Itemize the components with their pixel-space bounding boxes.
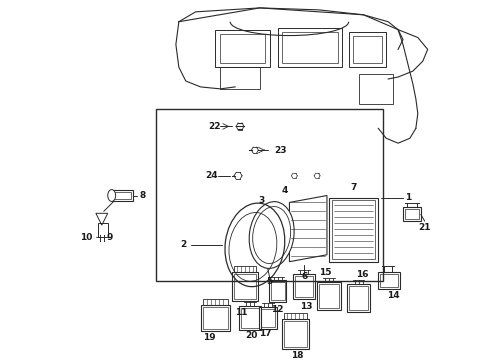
Bar xyxy=(234,266,256,271)
Bar xyxy=(282,319,309,348)
Bar xyxy=(234,274,256,299)
Text: 22: 22 xyxy=(208,122,220,131)
Bar xyxy=(278,28,342,67)
Bar xyxy=(359,74,393,104)
Text: 14: 14 xyxy=(387,291,399,300)
Bar xyxy=(405,210,419,219)
Bar xyxy=(239,306,261,330)
Text: 13: 13 xyxy=(300,302,313,311)
Text: 21: 21 xyxy=(418,222,431,231)
Ellipse shape xyxy=(249,202,294,269)
Bar xyxy=(270,283,285,300)
Text: 15: 15 xyxy=(318,268,331,277)
Bar xyxy=(349,32,386,67)
Bar xyxy=(202,307,228,329)
Bar xyxy=(332,201,375,259)
Bar xyxy=(282,32,338,63)
Ellipse shape xyxy=(108,190,116,202)
Ellipse shape xyxy=(253,207,291,264)
Text: 5: 5 xyxy=(267,277,273,286)
Bar xyxy=(156,109,383,282)
Bar xyxy=(232,271,258,301)
Bar xyxy=(294,274,315,299)
Bar xyxy=(261,309,274,327)
Text: 3: 3 xyxy=(259,196,265,205)
Bar xyxy=(329,198,378,262)
Bar xyxy=(259,307,276,329)
Bar xyxy=(319,284,339,308)
Text: 9: 9 xyxy=(107,233,113,242)
Bar xyxy=(317,283,341,310)
Bar xyxy=(353,36,382,63)
Text: 16: 16 xyxy=(356,270,369,279)
Bar xyxy=(98,223,108,237)
Text: 7: 7 xyxy=(350,183,357,192)
Bar xyxy=(380,274,398,287)
Bar xyxy=(295,275,313,297)
Text: 20: 20 xyxy=(245,331,258,340)
Bar xyxy=(114,192,131,199)
Text: 8: 8 xyxy=(139,191,146,200)
Text: 19: 19 xyxy=(203,333,216,342)
Bar xyxy=(403,207,421,221)
Bar xyxy=(378,271,400,289)
Bar xyxy=(112,190,133,202)
Bar xyxy=(241,308,259,328)
Bar xyxy=(284,321,307,347)
Bar xyxy=(220,33,265,63)
Text: 10: 10 xyxy=(79,233,92,242)
Text: 23: 23 xyxy=(274,145,287,154)
Bar xyxy=(284,313,307,319)
Text: 1: 1 xyxy=(405,193,411,202)
Text: 2: 2 xyxy=(181,240,187,249)
Bar xyxy=(269,280,287,302)
Bar xyxy=(349,286,368,310)
Bar xyxy=(200,305,230,331)
Bar xyxy=(347,284,370,312)
Bar xyxy=(216,30,270,67)
Text: 24: 24 xyxy=(206,171,219,180)
Text: 18: 18 xyxy=(291,351,304,360)
Text: 6: 6 xyxy=(301,272,307,281)
Text: 11: 11 xyxy=(235,307,247,316)
Bar xyxy=(202,299,228,305)
Text: 4: 4 xyxy=(281,186,288,195)
Text: 17: 17 xyxy=(259,329,272,338)
Bar xyxy=(220,67,260,89)
Text: 12: 12 xyxy=(271,305,284,314)
